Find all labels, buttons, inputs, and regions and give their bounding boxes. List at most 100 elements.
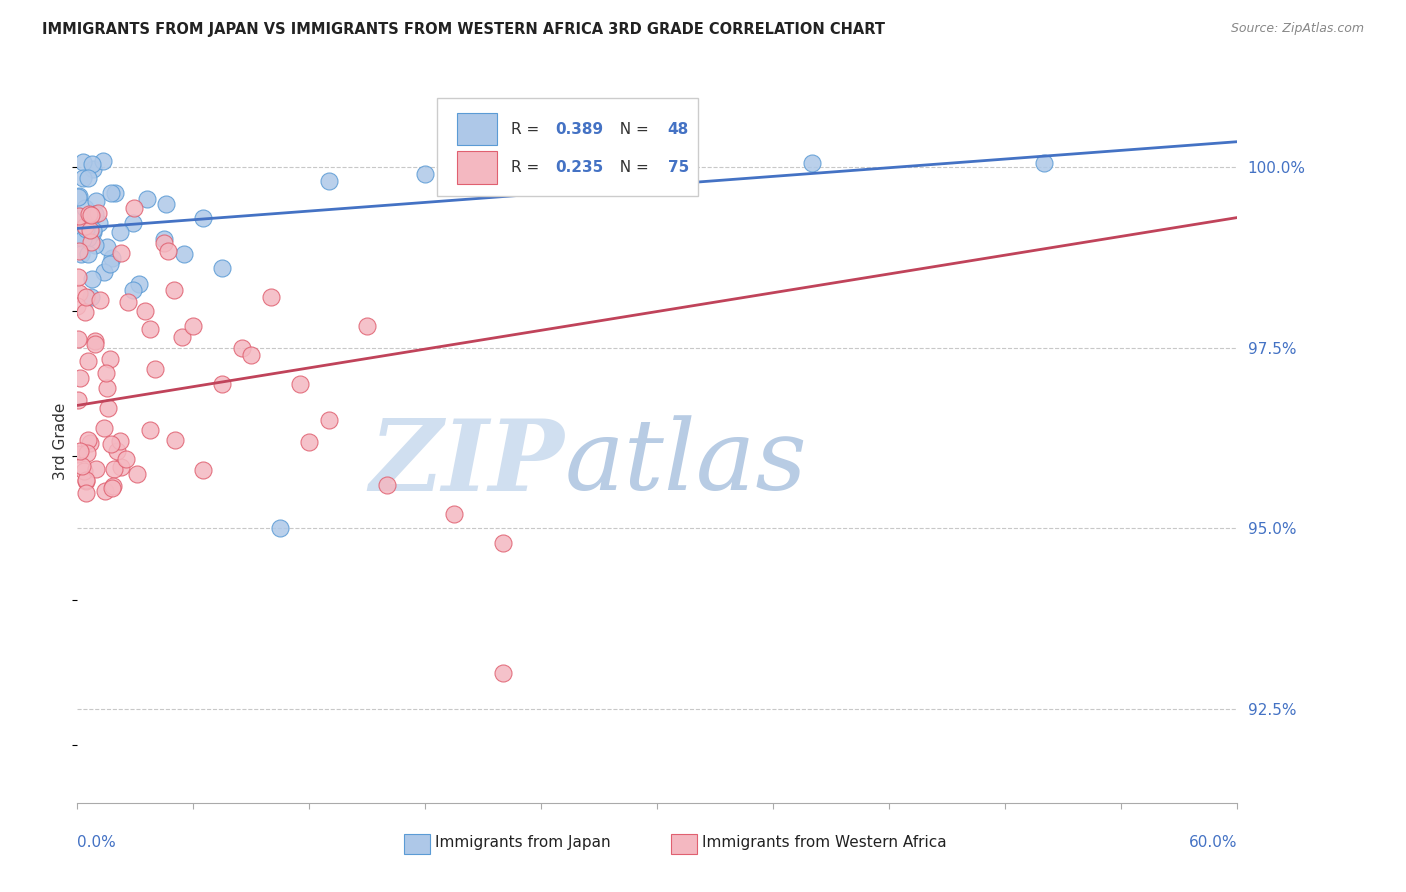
Point [75,221,97,235]
Point [75,473,97,487]
Point [67,244,90,258]
Point [260,290,283,304]
Point [84,337,107,351]
Point [588,156,610,170]
Point [80,235,103,249]
Point [67,448,90,462]
Point [110,434,132,449]
Text: 60.0%: 60.0% [1189,836,1237,850]
Point [94,366,117,380]
Point [110,246,132,260]
Point [269,521,291,535]
Point [69,371,91,385]
Point [93,484,115,499]
Point [79,223,101,237]
Point [240,348,263,362]
Point [127,467,149,481]
Point [72,155,94,169]
Text: 0.235: 0.235 [555,160,603,175]
Point [128,277,150,291]
Point [100,186,122,200]
Point [77,171,100,186]
Point [139,423,162,437]
Point [75,485,97,500]
Point [66,393,89,408]
Point [82,162,104,177]
Point [139,322,162,336]
Point [122,201,145,215]
Point [67,210,90,224]
Point [211,261,233,276]
Point [67,230,90,244]
Point [91,154,114,169]
Point [77,246,100,260]
Text: 48: 48 [668,121,689,136]
Point [492,665,515,680]
Point [82,223,104,237]
Point [103,462,125,476]
Point [84,238,107,252]
Point [75,474,97,488]
Point [98,351,121,366]
Point [211,376,233,391]
Point [87,206,110,220]
Point [183,318,205,333]
Point [77,206,100,220]
Point [77,434,100,448]
Point [191,211,214,225]
Text: Immigrants from Western Africa: Immigrants from Western Africa [703,836,946,850]
Text: N =: N = [610,160,654,175]
Point [170,330,193,344]
Text: Immigrants from Japan: Immigrants from Japan [436,836,610,850]
Point [93,420,115,434]
Text: 75: 75 [668,160,689,175]
Text: R =: R = [512,121,544,136]
Point [318,174,340,188]
Point [89,293,111,307]
Point [153,232,176,246]
Point [101,251,124,265]
Point [1033,156,1056,170]
Point [66,190,89,204]
Point [117,295,139,310]
Point [492,535,515,549]
Point [75,219,97,233]
Point [69,246,91,260]
Point [155,197,177,211]
Point [375,478,398,492]
Point [415,167,437,181]
FancyBboxPatch shape [457,112,498,145]
Point [110,459,132,474]
Point [318,413,340,427]
Point [83,206,105,220]
Point [98,257,121,271]
Text: R =: R = [512,160,544,175]
Point [100,437,122,451]
Point [76,446,98,460]
Point [66,270,89,285]
Point [134,304,156,318]
Point [163,283,186,297]
Point [66,299,89,313]
Point [135,192,157,206]
Point [122,283,145,297]
Point [80,208,103,222]
Point [67,332,90,346]
Point [82,225,104,239]
Point [156,244,179,259]
Point [96,240,118,254]
Point [93,264,115,278]
Point [72,170,94,185]
Point [298,434,321,449]
Point [97,401,120,415]
Point [76,354,98,368]
Point [152,235,174,250]
Text: atlas: atlas [565,416,807,511]
Point [105,444,128,458]
Point [83,334,105,348]
Text: ZIP: ZIP [370,415,565,511]
Point [72,231,94,245]
Point [73,232,96,246]
Point [80,157,103,171]
Point [96,381,118,395]
